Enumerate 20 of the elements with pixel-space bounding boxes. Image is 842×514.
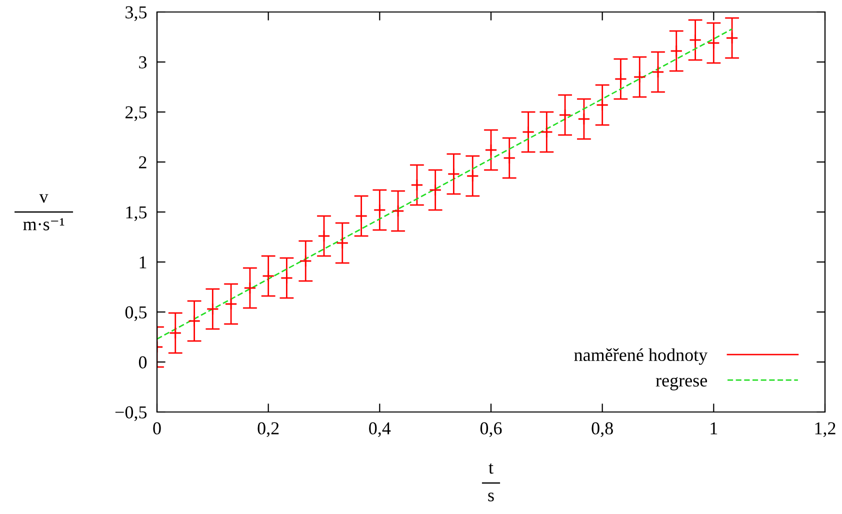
- y-tick-label: 1: [140, 256, 146, 268]
- y-tick-label: 0,5: [125, 306, 147, 322]
- x-tick-label: 0: [153, 422, 161, 434]
- x-tick-label: 0,2: [258, 422, 279, 438]
- y-tick-label: 0: [138, 356, 147, 368]
- y-tick-label: 3,5: [126, 6, 147, 22]
- y-tick-label: 1,5: [126, 206, 147, 222]
- x-tick-label: 0,8: [592, 422, 613, 438]
- legend-label: naměřené hodnoty: [574, 348, 708, 365]
- y-tick-label: −0,5: [115, 406, 147, 422]
- x-tick-label: 1,2: [815, 422, 836, 438]
- y-tick-label: 3: [139, 56, 147, 68]
- x-tick-label: 0,4: [369, 422, 391, 438]
- y-tick-label: 2: [139, 156, 146, 168]
- y-axis-title: v m·s⁻¹: [23, 194, 64, 230]
- legend-label: regrese: [656, 377, 708, 390]
- x-tick-label: 1: [710, 422, 718, 434]
- y-tick-label: 2,5: [126, 106, 147, 122]
- x-axis-title: t s: [488, 463, 494, 502]
- x-tick-label: 0,6: [480, 422, 502, 438]
